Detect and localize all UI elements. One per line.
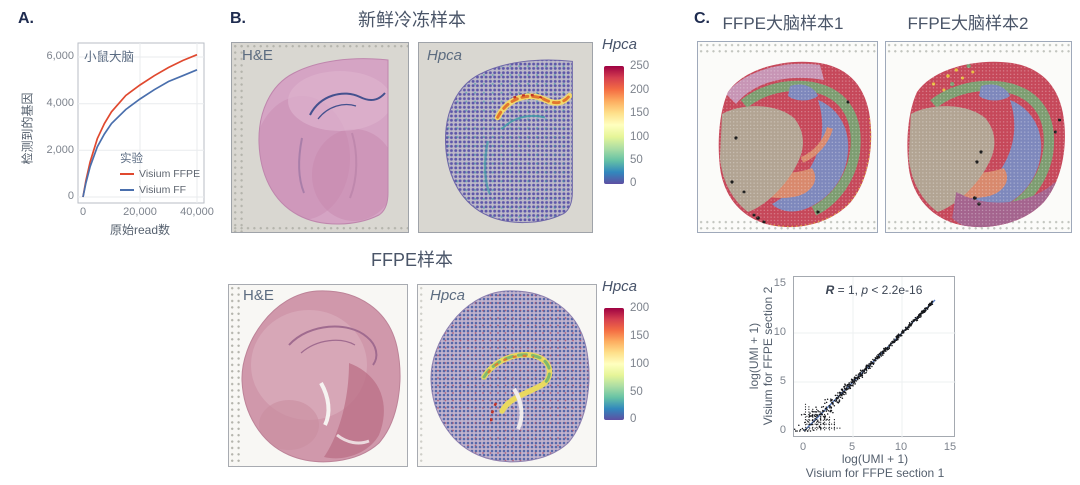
scatter-y-tick: 10 [773, 326, 786, 338]
brain-section-he-ff [258, 58, 389, 225]
brain-section-hpca-ffpe [430, 290, 590, 463]
fiducial-dots [232, 43, 408, 50]
colorbar-tick: 150 [630, 330, 650, 342]
brain-section-hpca-ff [445, 59, 573, 224]
ff-line-swatch [120, 188, 134, 192]
ff-curve [82, 69, 198, 198]
panel-b-label: B. [230, 10, 246, 27]
colorbar-tick: 0 [630, 177, 637, 189]
colorbar-tick: 100 [630, 358, 650, 370]
correlation-annotation: R = 1, p < 2.2e-16 [825, 283, 923, 297]
colorbar-gene-label: Hpca [602, 36, 638, 53]
he-image-ffpe: H&E [228, 284, 408, 467]
he-label: H&E [243, 287, 274, 304]
scatter-points [794, 300, 934, 432]
cluster-image-sample1 [697, 41, 878, 233]
hpca-label: Hpca [427, 47, 463, 64]
fiducial-dots [232, 43, 246, 232]
scatter-plot [793, 276, 956, 438]
scatter-canvas [794, 277, 956, 438]
fiducial-dots [698, 42, 877, 55]
scatter-x-label-line2: Visium for FFPE section 1 [805, 466, 945, 480]
he-label: H&E [242, 47, 273, 64]
hpca-image-fresh-frozen: Hpca [418, 42, 593, 233]
ffpe-line-swatch [120, 172, 134, 176]
scatter-y-tick: 5 [779, 375, 786, 387]
colorbar-tick: 250 [630, 60, 650, 72]
legend-item-visium-ffpe: Visium FFPE [120, 168, 200, 180]
scatter-y-tick: 15 [773, 277, 786, 289]
fiducial-dots [418, 285, 426, 466]
cluster-image-sample2 [885, 41, 1072, 233]
brain-section-he-ffpe [241, 290, 401, 463]
fresh-frozen-title: 新鲜冷冻样本 [358, 10, 466, 30]
he-image-fresh-frozen: H&E [231, 42, 409, 233]
colorbar-ffpe [604, 308, 624, 420]
colorbar-tick: 50 [630, 386, 643, 398]
scatter-x-tick: 0 [799, 441, 807, 453]
y-tick: 0 [67, 190, 74, 202]
scatter-x-tick: 5 [848, 441, 856, 453]
legend-item-visium-ff: Visium FF [120, 184, 186, 196]
scatter-x-tick: 15 [943, 441, 957, 453]
colorbar-fresh-frozen [604, 66, 624, 184]
y-tick: 6,000 [46, 50, 74, 62]
fiducial-dots [229, 285, 241, 466]
ffpe-curve [82, 53, 198, 198]
scatter-y-label: log(UMI + 1) Visium for FFPE section 2 [747, 286, 775, 426]
scatter-x-tick: 10 [894, 441, 908, 453]
legend-title: 实验 [120, 153, 143, 165]
x-tick: 0 [79, 206, 87, 218]
sample2-title: FFPE大脑样本2 [907, 14, 1029, 33]
brain-clusters-sample1 [718, 61, 872, 228]
fiducial-dots [886, 42, 1071, 55]
scatter-x-label-line1: log(UMI + 1) [841, 452, 909, 466]
panel-c-label: C. [694, 10, 710, 27]
x-tick: 20,000 [123, 206, 157, 218]
ffpe-title: FFPE样本 [370, 250, 453, 270]
x-tick: 40,000 [180, 206, 214, 218]
hpca-image-ffpe: Hpca [417, 284, 597, 467]
scatter-y-tick: 0 [779, 424, 786, 436]
panel-a-label: A. [18, 10, 34, 27]
colorbar-tick: 0 [630, 413, 637, 425]
colorbar-tick: 200 [630, 302, 650, 314]
colorbar-gene-label: Hpca [602, 278, 638, 295]
sample1-title: FFPE大脑样本1 [722, 14, 844, 33]
panel-a-x-axis-label: 原始read数 [109, 223, 171, 237]
chart-title: 小鼠大脑 [84, 50, 135, 64]
hpca-label: Hpca [430, 287, 466, 304]
y-tick: 4,000 [46, 97, 74, 109]
brain-clusters-sample2 [907, 61, 1065, 228]
colorbar-tick: 150 [630, 107, 650, 119]
colorbar-tick: 50 [630, 154, 643, 166]
line-chart [77, 42, 205, 204]
colorbar-tick: 200 [630, 84, 650, 96]
y-tick: 2,000 [46, 144, 74, 156]
colorbar-tick: 100 [630, 131, 650, 143]
fiducial-dots [232, 225, 408, 232]
